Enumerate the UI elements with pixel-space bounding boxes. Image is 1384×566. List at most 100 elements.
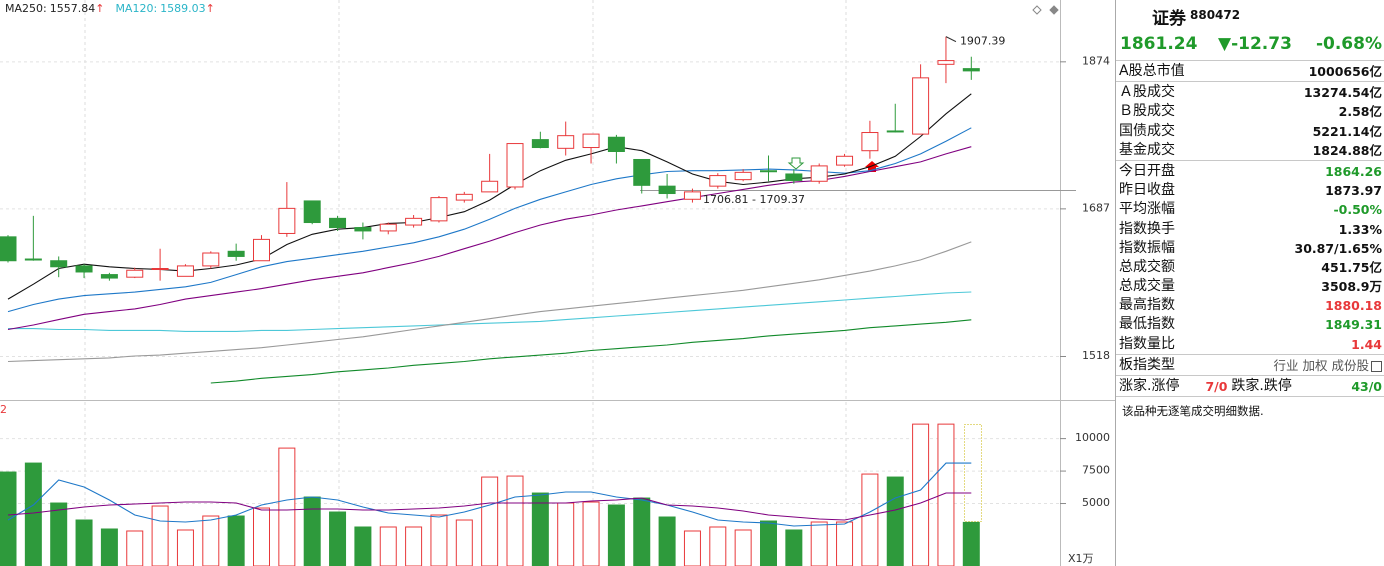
- candle-body: [734, 171, 752, 181]
- row-value: 1873.97: [1325, 183, 1382, 199]
- volume-bar: [506, 475, 524, 566]
- candle-body: [100, 274, 118, 279]
- stat-row: 总成交量 3508.9万: [1116, 277, 1384, 296]
- volume-bar: [582, 501, 600, 566]
- volume-bar: [481, 476, 499, 566]
- stat-row: 最低指数 1849.31: [1116, 315, 1384, 334]
- stat-row: 最高指数 1880.18: [1116, 296, 1384, 315]
- ma-line: [7, 241, 972, 363]
- row-value: 5221.14亿: [1312, 123, 1382, 139]
- unit-label: X1万: [1068, 552, 1094, 565]
- candle-body: [126, 269, 144, 278]
- volume-bar: [202, 515, 220, 566]
- row-label: 平均涨幅: [1119, 201, 1175, 218]
- stat-group: A股总市值 1000656亿: [1116, 60, 1384, 81]
- legend-part: 1557.84: [50, 2, 96, 15]
- stat-row: 指数换手 1.33%: [1116, 220, 1384, 239]
- candle-body: [633, 158, 651, 186]
- type-row: 板指类型 行业 加权 成份股: [1116, 353, 1384, 375]
- change-percent: -0.68%: [1315, 34, 1382, 54]
- legend-part: ↑: [95, 2, 104, 15]
- candle-body: [836, 155, 854, 166]
- volume-bar: [785, 529, 803, 566]
- candle-body: [24, 258, 42, 261]
- row-label: 指数振幅: [1119, 239, 1175, 256]
- row-value: -0.50%: [1333, 202, 1382, 218]
- stat-row: 今日开盘 1864.26: [1116, 162, 1384, 181]
- row-label: 总成交额: [1119, 258, 1175, 275]
- row-label: Ｂ股成交: [1119, 103, 1175, 120]
- row-label: 昨日收盘: [1119, 182, 1175, 199]
- checkbox[interactable]: [1371, 360, 1382, 372]
- price-change: ▼-12.73: [1218, 34, 1292, 54]
- row-label: 涨家.涨停: [1119, 378, 1180, 394]
- volume-bar: [886, 476, 904, 566]
- ma-line: [210, 319, 972, 384]
- stat-row: 总成交额 451.75亿: [1116, 258, 1384, 277]
- stat-group: 今日开盘 1864.26 昨日收盘 1873.97 平均涨幅 -0.50% 指数换手 1.33…: [1116, 159, 1384, 354]
- legend-part: ↑: [206, 2, 215, 15]
- stat-row: 指数量比 1.44: [1116, 335, 1384, 354]
- row-label: 指数量比: [1119, 335, 1175, 352]
- y-tick-label: 10000: [1075, 431, 1110, 444]
- volume-bar: [734, 529, 752, 566]
- type-option[interactable]: 成份股: [1331, 357, 1369, 373]
- volume-bar: [405, 526, 423, 566]
- candle-body: [430, 197, 448, 222]
- volume-bar: [50, 502, 68, 566]
- row-value: 1824.88亿: [1312, 142, 1382, 158]
- volume-bar: [633, 497, 651, 566]
- volume-bar: [126, 530, 144, 566]
- volume-bar: [760, 520, 777, 566]
- candle-body: [455, 193, 473, 201]
- candle-body: [379, 223, 397, 232]
- volume-bar: [354, 526, 372, 566]
- toolbar-icons[interactable]: [1032, 5, 1059, 15]
- row-label: 总成交量: [1119, 278, 1175, 295]
- candle-body: [531, 139, 549, 149]
- high-label: 1907.39: [960, 35, 1006, 48]
- breadth-row: 涨家.涨停 7/0 跌家.跌停 43/0: [1116, 375, 1384, 398]
- candle-body: [0, 236, 17, 262]
- row-label: 今日开盘: [1119, 162, 1175, 179]
- candle-body: [253, 238, 270, 262]
- security-code: 880472: [1190, 8, 1241, 22]
- volume-bar: [810, 521, 828, 566]
- volume-bar: [658, 516, 676, 566]
- candle-body: [278, 207, 296, 234]
- high-pointer: [945, 36, 957, 43]
- candle-body: [912, 77, 930, 135]
- y-tick-label: 1518: [1082, 349, 1110, 362]
- volume-bar: [278, 447, 296, 566]
- stat-row: 国债成交 5221.14亿: [1116, 122, 1384, 141]
- quote-panel: 证券 880472 1861.24 ▼-12.73 -0.68% A股总市值 10…: [1116, 0, 1384, 566]
- candle-body: [861, 132, 879, 152]
- type-option[interactable]: 加权: [1302, 357, 1328, 373]
- volume-bar: [75, 519, 93, 566]
- row-label: 指数换手: [1119, 220, 1175, 237]
- note: 该品种无逐笔成交明细数据.: [1122, 404, 1264, 419]
- period-separators: [84, 0, 847, 566]
- stat-row: Ｂ股成交 2.58亿: [1116, 102, 1384, 121]
- down-count: 43/0: [1351, 379, 1382, 394]
- candle-body: [354, 227, 372, 232]
- chart: 1518 1687 1874 1907.39 1706.81 - 1709.37 MA25…: [0, 0, 1116, 566]
- ma-line: [8, 291, 972, 332]
- volume-bar: [937, 423, 955, 566]
- row-value: 1.33%: [1338, 221, 1382, 237]
- panel-header: 证券 880472: [1116, 0, 1384, 29]
- type-option[interactable]: 行业: [1273, 357, 1299, 373]
- stat-row: 平均涨幅 -0.50%: [1116, 200, 1384, 219]
- row-label: 板指类型: [1119, 356, 1175, 373]
- volume-bar: [379, 526, 397, 566]
- candle-body: [582, 133, 600, 149]
- y-tick-label: 1874: [1082, 54, 1110, 67]
- volume-bar: [253, 507, 270, 566]
- legend-part: MA120:: [115, 2, 157, 15]
- row-value: 30.87/1.65%: [1294, 240, 1382, 256]
- legend-part: 1589.03: [160, 2, 206, 15]
- volume-bar: [303, 496, 321, 566]
- stat-group: Ａ股成交 13274.54亿 Ｂ股成交 2.58亿 国债成交 5221.14亿 基金成交 18…: [1116, 81, 1384, 160]
- row-value: 1.44: [1351, 336, 1382, 352]
- type-options: 行业 加权 成份股: [1269, 356, 1382, 375]
